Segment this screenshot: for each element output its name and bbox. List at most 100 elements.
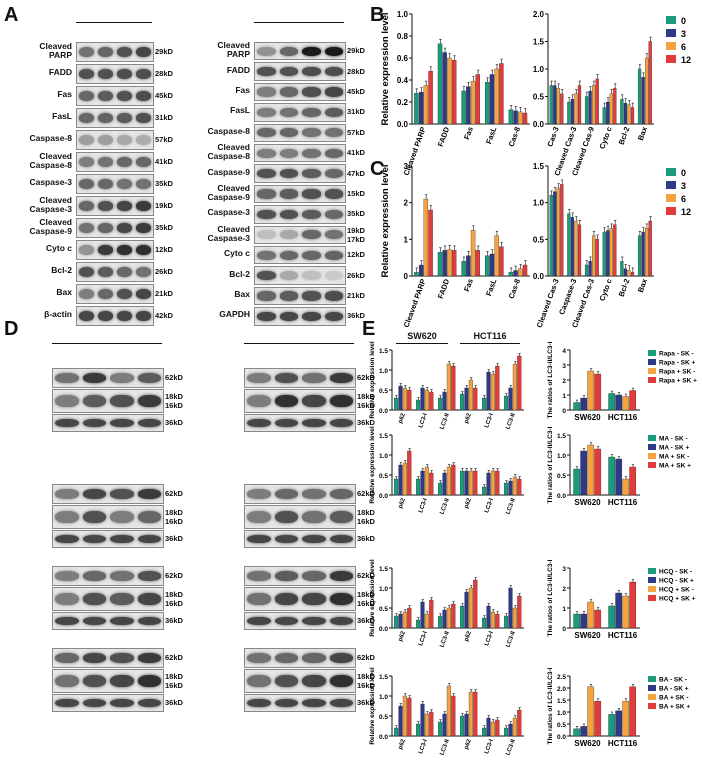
blot-band [257, 168, 276, 179]
bar [577, 224, 582, 277]
kd-label: 19kD 17kD [347, 225, 365, 244]
blot-band [137, 652, 161, 664]
bar [499, 63, 504, 125]
blot-row-label: Bax [234, 289, 250, 299]
y-tick-label: 0.5 [379, 606, 388, 613]
bar [573, 402, 581, 411]
legend-label: HCQ + SK + [659, 596, 696, 603]
bar [588, 90, 592, 125]
blot-band [110, 418, 134, 428]
bar [468, 587, 473, 629]
bar [580, 613, 588, 629]
blot-strip [254, 164, 346, 183]
blot-row-label: Caspase-8 [207, 125, 250, 136]
blot-strip [52, 368, 164, 388]
blot-strip [76, 42, 154, 62]
x-tick-label: p62 [464, 412, 473, 424]
blot-band [247, 418, 271, 428]
blot-strip [52, 566, 164, 586]
kd-label: 35kD [347, 209, 365, 219]
bar [490, 611, 495, 629]
bar [468, 691, 473, 737]
bar [429, 711, 434, 737]
blot-band [302, 87, 321, 97]
bar [608, 456, 616, 496]
blot-header-line [244, 343, 354, 344]
bar [595, 239, 599, 277]
x-tick-label: FADD [436, 125, 452, 148]
bar [446, 607, 451, 629]
blot-band [55, 570, 79, 582]
blot-band [136, 156, 151, 168]
kd-label: 29kD [347, 46, 365, 56]
bar [622, 595, 630, 629]
x-tick-label: p62 [464, 497, 473, 509]
bar [466, 255, 471, 277]
panel-e-header-hct116: HCT116 [473, 331, 507, 341]
legend-label: BA - SK - [659, 677, 687, 684]
x-tick-label: p62 [398, 497, 407, 509]
blot-band [98, 200, 113, 212]
blot-band [137, 394, 161, 408]
blot-band [279, 148, 298, 158]
kd-label: 18kD 16kD [357, 672, 375, 690]
bar [470, 80, 476, 125]
bar [637, 235, 642, 277]
kd-label: 31kD [155, 113, 173, 122]
y-tick-label: 1.0 [379, 453, 388, 460]
kd-label: 29kD [155, 47, 173, 56]
kd-label: 21kD [155, 289, 173, 298]
x-tick-label: SW620 [574, 413, 601, 422]
blot-band [257, 128, 276, 138]
bar [508, 723, 513, 737]
blot-band [117, 200, 132, 212]
x-tick-label: HCT116 [608, 739, 638, 748]
blot-row-label: Fas [235, 85, 250, 95]
bar [606, 230, 610, 277]
blot-strip [244, 484, 356, 504]
blot-band [55, 488, 79, 500]
legend-label: Rapa + SK - [659, 369, 695, 376]
x-tick-label: LC3-I [484, 630, 495, 646]
blot-strip [254, 42, 346, 61]
kd-label: 18kD 16kD [165, 590, 183, 608]
bar [442, 713, 447, 737]
y-axis-label: The ratios of LC3-II/LC3-I [547, 426, 554, 503]
bar [592, 85, 596, 125]
blot-band [136, 200, 151, 212]
blot-band [55, 698, 79, 708]
y-tick-label: 0.5 [533, 235, 545, 244]
bar [574, 220, 578, 277]
kd-label: 62kD [357, 489, 375, 498]
panel-e-header-line-sw620 [396, 343, 448, 344]
bar [623, 268, 628, 277]
bar [587, 686, 595, 737]
bar [394, 615, 399, 629]
y-tick-label: 1.0 [533, 65, 545, 74]
blot-band [79, 178, 94, 190]
kd-label: 57kD [155, 135, 173, 144]
blot-band [137, 592, 161, 606]
blot-band [79, 134, 94, 146]
blot-band [82, 698, 106, 708]
legend-label: Rapa + SK + [659, 378, 697, 385]
blot-band [274, 592, 298, 606]
bar [466, 86, 471, 125]
x-tick-label: FasL [484, 125, 499, 145]
y-tick-label: 0.0 [533, 120, 545, 129]
blot-band [324, 148, 343, 158]
y-tick-label: 0.0 [379, 408, 388, 415]
bar [486, 717, 491, 737]
blot-band [274, 488, 298, 500]
blot-band [279, 168, 298, 179]
x-tick-label: HCT116 [608, 631, 638, 640]
blot-band [302, 168, 321, 179]
blot-strip [254, 184, 346, 204]
blot-band [257, 250, 276, 260]
blot-band [324, 107, 343, 117]
bar [641, 77, 645, 125]
bar [613, 88, 617, 125]
blot-band [247, 698, 271, 708]
kd-label: 47kD [347, 168, 365, 178]
bar [429, 599, 434, 629]
